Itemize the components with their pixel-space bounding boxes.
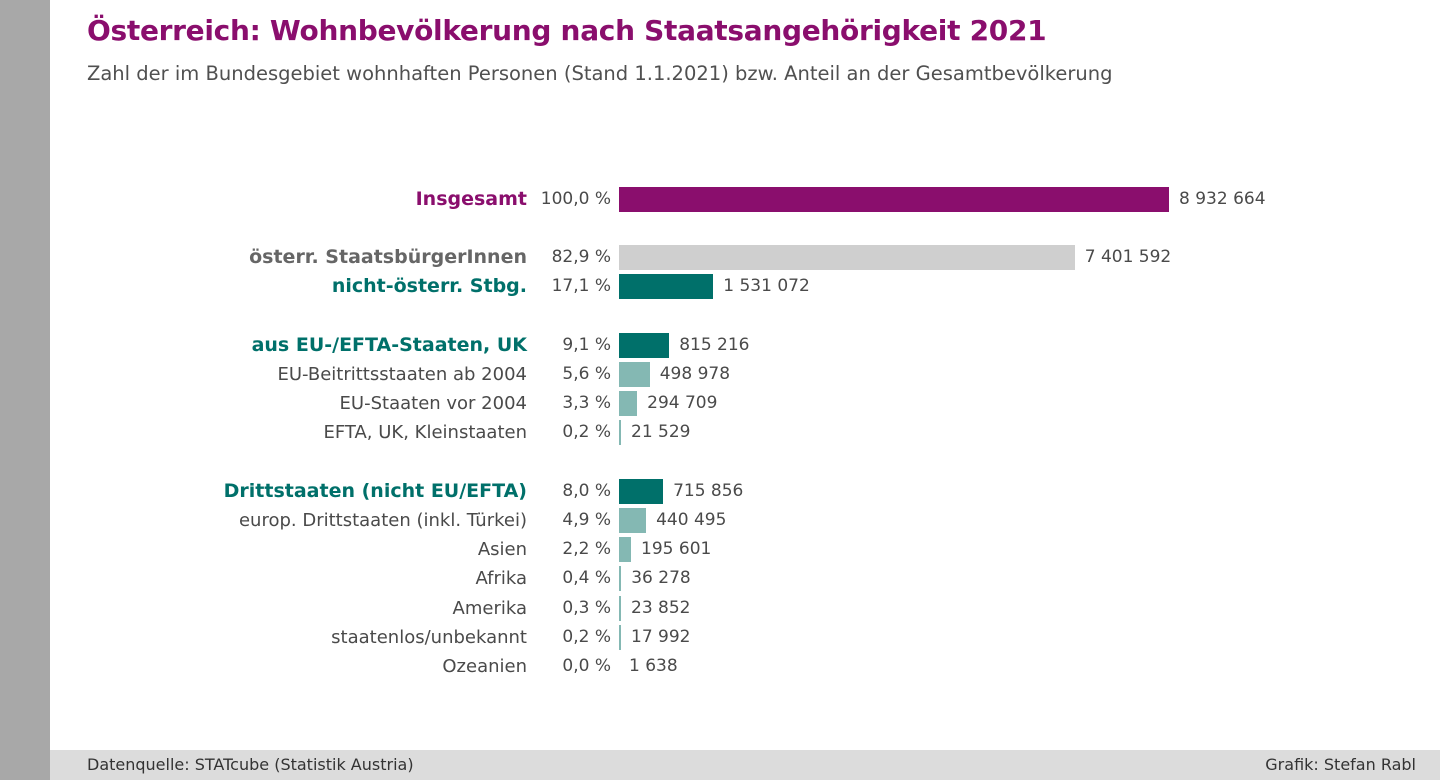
bar <box>619 537 632 562</box>
chart-subtitle: Zahl der im Bundesgebiet wohnhaften Pers… <box>87 62 1113 85</box>
chart-row: nicht-österr. Stbg. 17,1 % 1 531 072 <box>0 272 1440 301</box>
percent-label: 82,9 % <box>551 247 611 267</box>
chart-row: Afrika 0,4 % 36 278 <box>0 564 1440 593</box>
percent-label: 3,3 % <box>562 393 611 413</box>
value-label: 815 216 <box>679 335 750 355</box>
bar <box>619 391 638 416</box>
category-label: Asien <box>477 539 527 560</box>
left-margin-bar <box>0 0 50 780</box>
percent-label: 0,2 % <box>562 422 611 442</box>
category-label: österr. StaatsbürgerInnen <box>249 246 527 268</box>
bar <box>619 625 621 650</box>
value-label: 440 495 <box>656 510 727 530</box>
chart-row: Insgesamt 100,0 % 8 932 664 <box>0 185 1440 214</box>
chart-row: Drittstaaten (nicht EU/EFTA) 8,0 % 715 856 <box>0 477 1440 506</box>
chart-row: aus EU-/EFTA-Staaten, UK 9,1 % 815 216 <box>0 331 1440 360</box>
chart-row: EU-Beitrittsstaaten ab 2004 5,6 % 498 978 <box>0 360 1440 389</box>
percent-label: 0,0 % <box>562 656 611 676</box>
bar <box>619 245 1075 270</box>
percent-label: 5,6 % <box>562 364 611 384</box>
value-label: 8 932 664 <box>1179 189 1266 209</box>
bar <box>619 333 670 358</box>
category-label: Amerika <box>452 598 527 619</box>
bar <box>619 362 650 387</box>
value-label: 7 401 592 <box>1084 247 1172 267</box>
data-source: Datenquelle: STATcube (Statistik Austria… <box>87 755 414 774</box>
bar <box>619 596 621 621</box>
value-label: 498 978 <box>659 364 731 384</box>
value-label: 36 278 <box>631 568 691 588</box>
bar <box>619 187 1169 212</box>
footer-bar: Datenquelle: STATcube (Statistik Austria… <box>50 750 1440 780</box>
bar <box>619 479 664 504</box>
category-label: Drittstaaten (nicht EU/EFTA) <box>223 480 527 502</box>
bar <box>619 274 714 299</box>
category-label: EU-Beitrittsstaaten ab 2004 <box>277 364 527 385</box>
chart-row: staatenlos/unbekannt 0,2 % 17 992 <box>0 623 1440 652</box>
category-label: nicht-österr. Stbg. <box>331 275 527 297</box>
value-label: 195 601 <box>641 539 712 559</box>
percent-label: 0,4 % <box>562 568 611 588</box>
chart-row: Amerika 0,3 % 23 852 <box>0 594 1440 623</box>
value-label: 1 531 072 <box>723 276 810 296</box>
chart-row: EU-Staaten vor 2004 3,3 % 294 709 <box>0 389 1440 418</box>
value-label: 715 856 <box>673 481 744 501</box>
category-label: EFTA, UK, Kleinstaaten <box>323 422 527 443</box>
percent-label: 8,0 % <box>562 481 611 501</box>
bar <box>619 420 621 445</box>
chart-row: österr. StaatsbürgerInnen 82,9 % 7 401 592 <box>0 243 1440 272</box>
bar <box>619 508 647 533</box>
category-label: EU-Staaten vor 2004 <box>339 393 527 414</box>
category-label: europ. Drittstaaten (inkl. Türkei) <box>238 510 527 531</box>
value-label: 21 529 <box>631 422 691 442</box>
graphic-credit: Grafik: Stefan Rabl <box>1265 755 1416 774</box>
chart-row: EFTA, UK, Kleinstaaten 0,2 % 21 529 <box>0 418 1440 447</box>
category-label: Insgesamt <box>415 188 527 210</box>
value-label: 17 992 <box>631 627 691 647</box>
category-label: Ozeanien <box>442 656 527 677</box>
chart-row: Ozeanien 0,0 % 1 638 <box>0 652 1440 681</box>
category-label: Afrika <box>475 568 527 589</box>
chart-row: europ. Drittstaaten (inkl. Türkei) 4,9 % 4… <box>0 506 1440 535</box>
percent-label: 0,3 % <box>562 598 611 618</box>
value-label: 294 709 <box>647 393 718 413</box>
chart-title: Österreich: Wohnbevölkerung nach Staatsa… <box>87 14 1047 47</box>
value-label: 1 638 <box>629 656 678 676</box>
category-label: aus EU-/EFTA-Staaten, UK <box>251 334 527 356</box>
percent-label: 0,2 % <box>562 627 611 647</box>
bar <box>619 566 622 591</box>
percent-label: 9,1 % <box>562 335 611 355</box>
percent-label: 17,1 % <box>551 276 611 296</box>
chart-row: Asien 2,2 % 195 601 <box>0 535 1440 564</box>
percent-label: 2,2 % <box>562 539 611 559</box>
category-label: staatenlos/unbekannt <box>331 627 527 648</box>
percent-label: 100,0 % <box>540 189 611 209</box>
value-label: 23 852 <box>631 598 691 618</box>
percent-label: 4,9 % <box>562 510 611 530</box>
